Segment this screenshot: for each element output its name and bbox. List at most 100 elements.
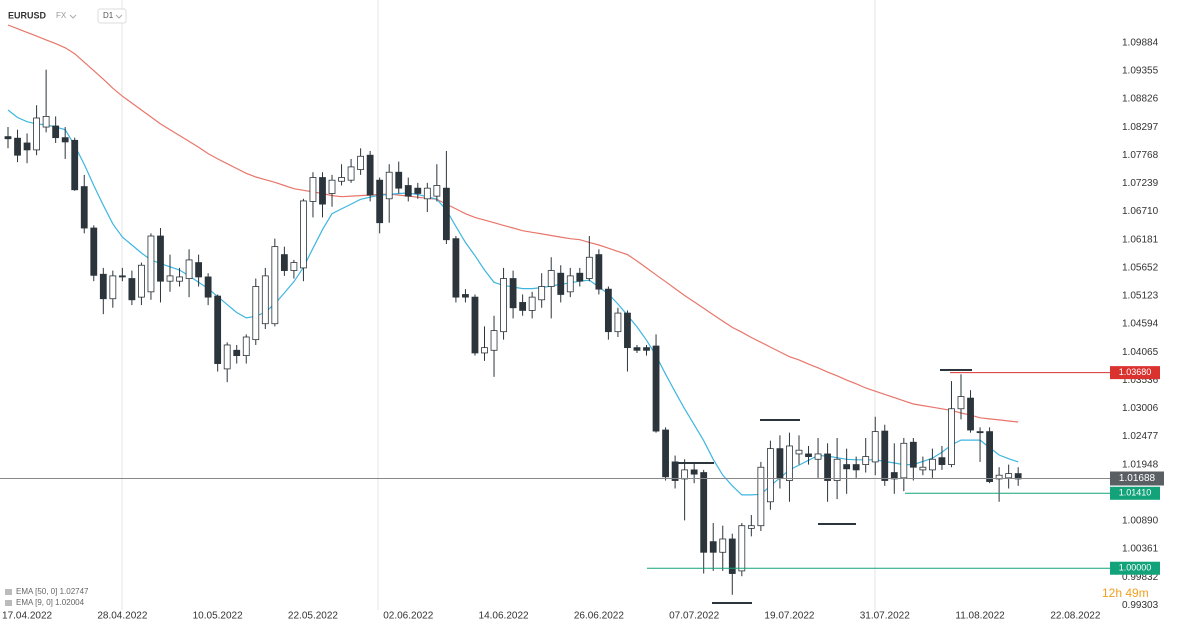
x-tick-label: 19.07.2022 (764, 611, 814, 622)
x-tick-label: 17.04.2022 (2, 611, 52, 622)
interval-caret (115, 14, 123, 19)
candle-body (300, 200, 307, 269)
candle-body (376, 179, 384, 224)
candle-body (414, 187, 422, 194)
candle-body (42, 116, 50, 128)
candle-body (690, 469, 698, 475)
level-label-box (1110, 486, 1160, 500)
countdown: 12h 49m (1102, 586, 1149, 600)
candle-body (843, 464, 851, 470)
candle-body (633, 347, 641, 351)
x-tick-label: 11.08.2022 (955, 611, 1005, 622)
x-tick-label: 31.07.2022 (860, 611, 910, 622)
candle-body (1005, 473, 1013, 479)
candle-body (52, 125, 60, 139)
candle-body (595, 254, 603, 290)
candle-body (824, 453, 831, 481)
candle-body (71, 139, 79, 191)
candle-body (271, 246, 279, 325)
x-tick-label: 22.08.2022 (1050, 611, 1100, 622)
candle-body (538, 286, 546, 301)
candle-body (242, 336, 250, 357)
candle-body (652, 345, 660, 432)
candle-body (347, 166, 355, 181)
candle-body (61, 137, 69, 143)
y-tick-label: 1.02477 (1122, 431, 1159, 442)
candle-body (528, 296, 536, 311)
candle-body (786, 445, 793, 481)
candle-body (767, 448, 774, 503)
candle-body (890, 472, 898, 480)
symbol: EURUSD (8, 10, 47, 20)
candle-body (99, 273, 107, 300)
candle-body (109, 275, 117, 300)
candle-body (585, 256, 593, 279)
candle-body (118, 275, 126, 278)
candle-body (833, 458, 841, 481)
candle-body (709, 541, 717, 553)
level-label: 1.03680 (1119, 367, 1152, 377)
candle-body (319, 177, 326, 205)
candle-body (471, 296, 479, 354)
market-caret (69, 14, 77, 19)
candle-body (681, 469, 689, 480)
y-tick-label: 1.03536 (1122, 375, 1159, 386)
candle-body (290, 262, 298, 271)
candle-body (157, 235, 164, 282)
candle-body (747, 525, 755, 529)
legend-icon[interactable] (5, 600, 12, 606)
level-label-box (1110, 366, 1160, 380)
candle-body (90, 227, 98, 276)
candle-body (814, 453, 822, 460)
level-label: 1.01410 (1119, 488, 1152, 498)
y-tick-label: 1.00361 (1122, 544, 1159, 555)
candle-body (938, 457, 946, 465)
y-tick-label: 1.04594 (1122, 319, 1159, 330)
candle-body (80, 186, 88, 229)
interval-box[interactable] (97, 8, 127, 24)
legend-icon[interactable] (5, 589, 12, 595)
y-tick-label: 0.99832 (1122, 572, 1159, 583)
x-tick-label: 02.06.2022 (383, 611, 433, 622)
ema-line (7, 24, 1019, 423)
candle-body (395, 171, 403, 189)
level-label-box (1110, 561, 1160, 575)
y-tick-label: 1.07768 (1122, 150, 1159, 161)
candle-body (204, 276, 212, 298)
market[interactable]: FX (56, 11, 67, 20)
candle-body (309, 177, 317, 202)
candle-body (328, 179, 336, 194)
candle-body (547, 270, 555, 287)
current-price-box (1110, 471, 1164, 486)
candle-body (214, 295, 222, 364)
candle-body (4, 136, 12, 140)
y-tick-label: 1.08297 (1122, 122, 1159, 133)
y-tick-label: 1.07239 (1122, 178, 1159, 189)
x-tick-label: 07.07.2022 (669, 611, 719, 622)
candle-body (967, 397, 974, 431)
y-tick-label: 1.09884 (1122, 37, 1159, 48)
candle-body (805, 453, 812, 457)
candle-body (881, 430, 889, 481)
current-price-label: 1.01688 (1119, 473, 1156, 484)
candle-body (452, 238, 460, 298)
candle-body (500, 278, 507, 333)
candle-body (519, 302, 527, 311)
candle-body (719, 538, 727, 553)
candle-body (357, 155, 365, 170)
candle-body (624, 312, 631, 349)
candle-body (738, 525, 746, 572)
candle-body (366, 154, 374, 196)
candle-body (128, 278, 136, 301)
candle-body (442, 187, 450, 241)
y-tick-label: 1.08826 (1122, 94, 1159, 105)
candle-body (138, 264, 145, 298)
candle-body (576, 272, 584, 282)
candle-body (338, 177, 345, 182)
candle-body (385, 171, 393, 200)
interval[interactable]: D1 (103, 11, 114, 20)
candle-body (23, 142, 31, 151)
